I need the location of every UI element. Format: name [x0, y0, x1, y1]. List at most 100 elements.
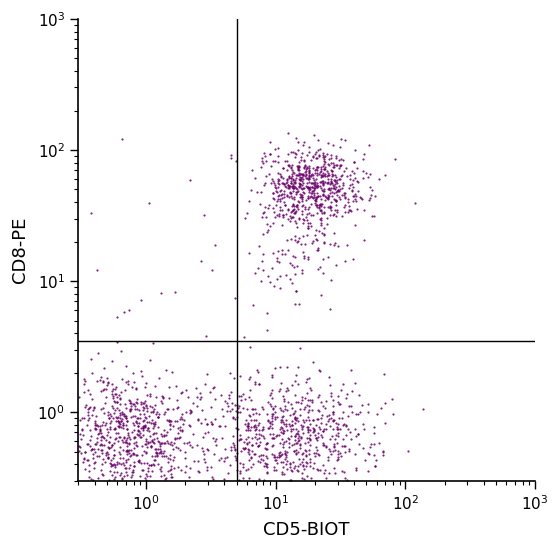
Point	[95, 376, 104, 385]
Point	[295, 183, 304, 191]
Point	[113, 313, 122, 322]
Point	[267, 370, 276, 379]
Point	[259, 250, 268, 259]
Point	[157, 466, 166, 475]
Point	[251, 438, 260, 447]
Point	[272, 256, 281, 265]
Point	[313, 179, 322, 188]
Point	[300, 252, 309, 261]
Point	[111, 383, 120, 392]
Point	[249, 404, 258, 413]
Point	[347, 207, 356, 216]
Point	[282, 192, 291, 201]
Point	[293, 162, 302, 171]
Point	[201, 429, 210, 438]
Point	[75, 430, 84, 438]
Point	[318, 171, 326, 180]
Point	[340, 135, 349, 144]
Point	[256, 188, 265, 197]
Point	[285, 193, 294, 202]
Point	[265, 390, 274, 399]
Point	[290, 447, 298, 455]
Point	[263, 438, 272, 447]
Point	[333, 208, 342, 217]
Point	[132, 414, 141, 423]
Point	[298, 183, 307, 192]
Point	[167, 473, 176, 482]
Point	[342, 393, 351, 402]
Point	[115, 422, 124, 431]
Point	[262, 308, 271, 317]
Point	[145, 438, 154, 447]
Point	[283, 166, 292, 175]
Point	[334, 185, 343, 194]
Point	[198, 447, 207, 455]
Point	[87, 444, 96, 453]
Point	[312, 203, 321, 212]
Point	[304, 255, 312, 263]
Point	[80, 414, 88, 423]
Point	[374, 439, 383, 448]
Point	[259, 265, 268, 274]
Point	[237, 392, 246, 400]
Point	[132, 442, 141, 450]
Point	[326, 166, 335, 174]
Point	[281, 402, 290, 410]
Point	[325, 410, 334, 419]
Point	[328, 192, 337, 201]
Point	[335, 194, 344, 203]
Point	[167, 461, 176, 470]
Point	[111, 405, 120, 414]
Point	[174, 424, 183, 433]
Point	[157, 452, 166, 460]
Point	[90, 425, 99, 433]
Point	[80, 454, 89, 463]
Point	[87, 444, 96, 453]
Point	[104, 450, 113, 459]
Point	[295, 163, 304, 172]
Point	[115, 395, 124, 404]
Point	[304, 422, 312, 431]
Point	[304, 205, 313, 213]
Point	[119, 419, 128, 428]
Point	[347, 366, 356, 375]
Point	[170, 434, 179, 443]
Point	[320, 170, 329, 179]
Point	[229, 414, 238, 422]
Point	[235, 436, 244, 444]
Point	[150, 400, 159, 409]
Point	[236, 467, 245, 476]
Point	[265, 399, 274, 408]
Point	[111, 384, 120, 393]
Point	[312, 169, 321, 178]
Point	[135, 406, 144, 415]
Point	[317, 207, 326, 216]
Point	[311, 164, 320, 173]
Point	[304, 175, 313, 184]
Point	[102, 424, 111, 433]
Point	[81, 400, 90, 409]
Point	[325, 202, 334, 211]
Point	[335, 414, 344, 423]
Point	[114, 416, 123, 425]
Point	[316, 216, 325, 225]
Point	[365, 443, 374, 452]
Point	[262, 459, 271, 468]
Point	[164, 467, 172, 476]
Point	[337, 212, 346, 221]
Point	[267, 373, 276, 382]
Point	[242, 438, 251, 447]
Point	[288, 168, 297, 177]
Point	[316, 199, 325, 208]
Point	[242, 208, 251, 217]
Point	[354, 409, 363, 418]
Point	[142, 459, 151, 468]
Point	[176, 389, 185, 398]
Point	[332, 196, 340, 205]
Point	[332, 183, 340, 192]
Point	[166, 466, 175, 475]
Point	[340, 190, 349, 199]
Point	[107, 456, 116, 465]
Point	[249, 459, 258, 468]
Point	[267, 388, 276, 397]
